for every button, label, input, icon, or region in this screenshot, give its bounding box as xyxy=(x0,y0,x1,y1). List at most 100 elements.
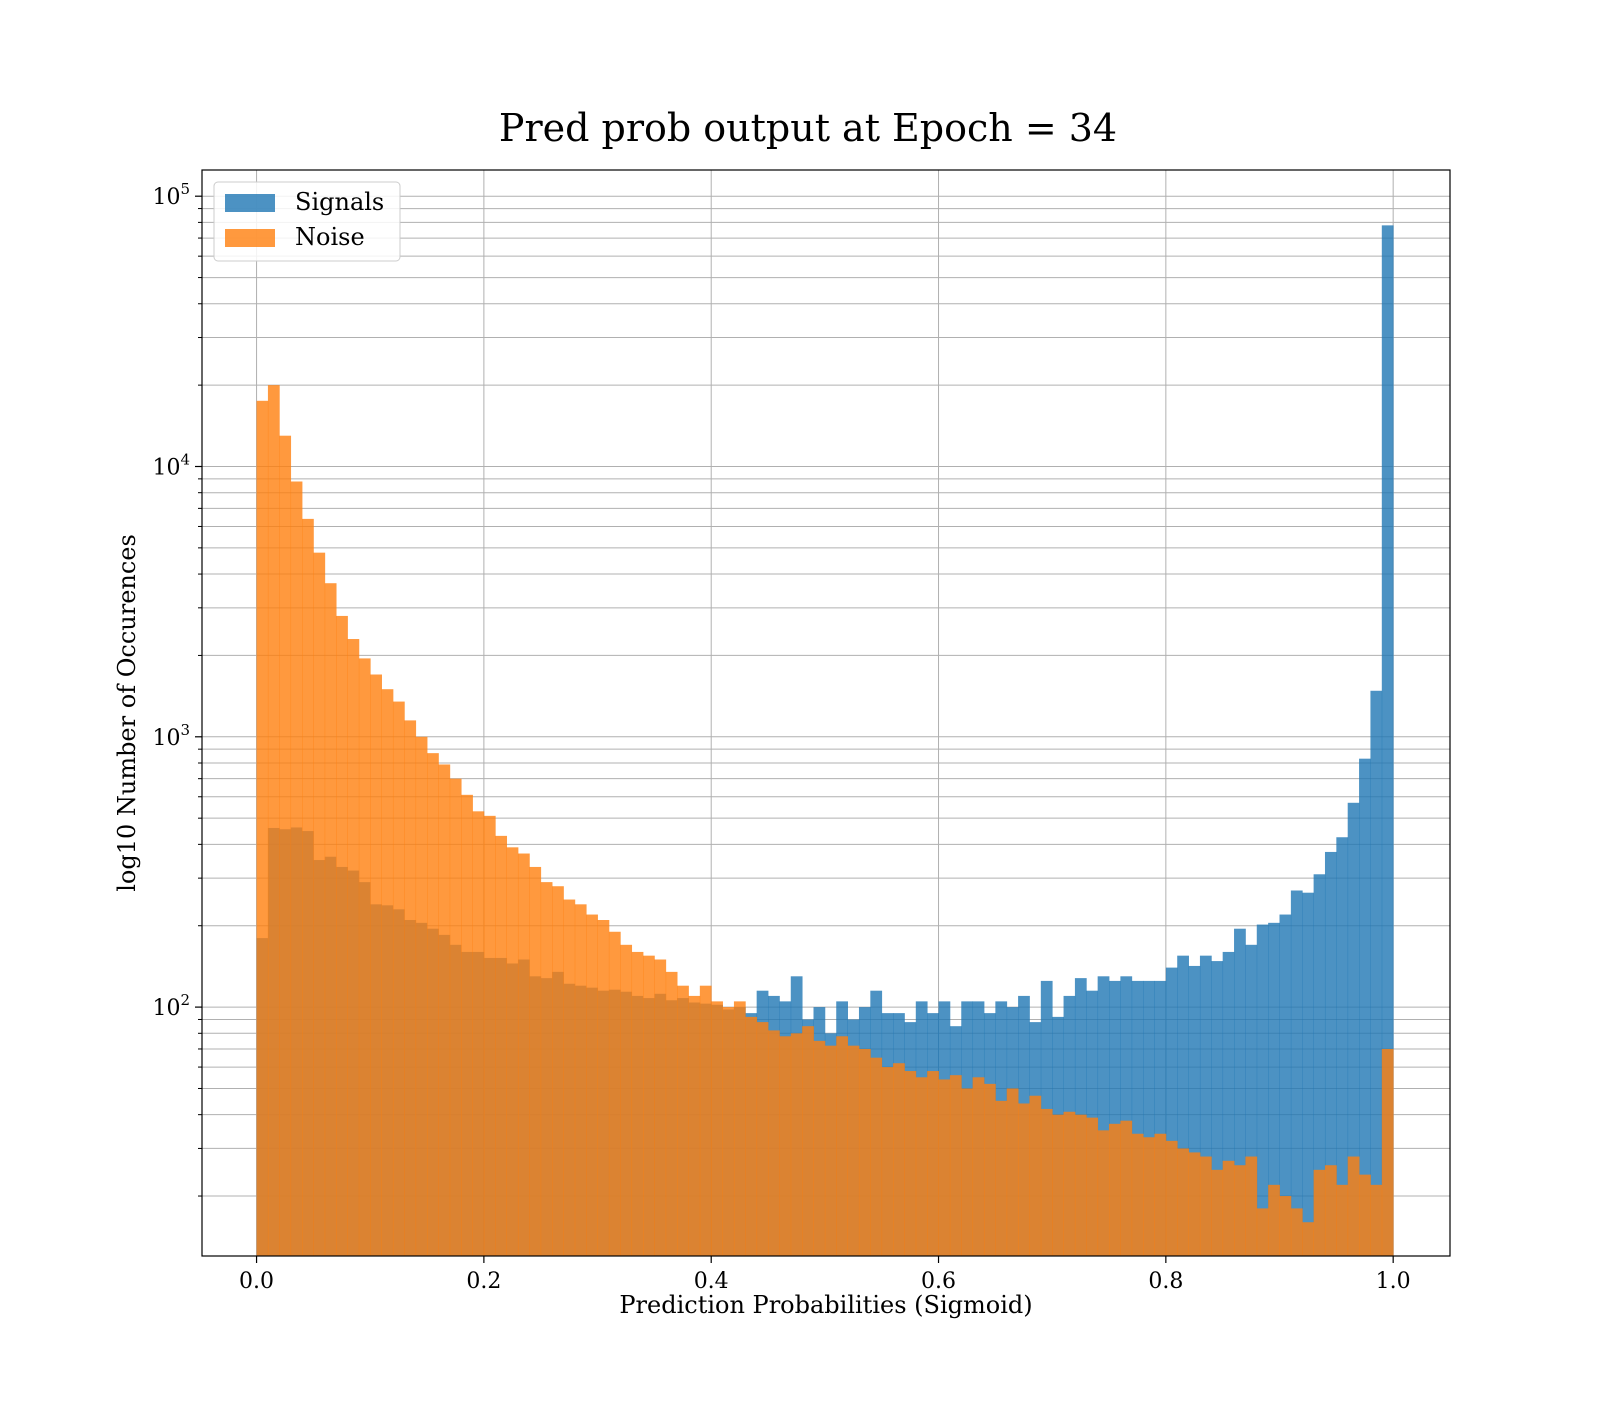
x-tick-label: 0.0 xyxy=(239,1269,274,1294)
noise-bar xyxy=(358,658,371,1256)
signals-bar xyxy=(1143,980,1155,1256)
signals-bar xyxy=(1324,851,1337,1256)
signals-bar xyxy=(1313,874,1326,1256)
y-axis-label: log10 Number of Occurences xyxy=(113,534,141,892)
noise-bar xyxy=(1370,1184,1383,1256)
signals-bar xyxy=(1370,690,1383,1256)
signals-bar xyxy=(1211,961,1224,1256)
noise-bar xyxy=(381,689,394,1256)
legend-swatch-noise xyxy=(225,229,275,247)
signals-bar xyxy=(1097,976,1110,1256)
legend-swatch-signals xyxy=(225,194,275,212)
noise-bar xyxy=(302,518,314,1256)
noise-bar xyxy=(858,1048,871,1256)
x-tick-label: 0.6 xyxy=(921,1269,956,1294)
noise-bar xyxy=(1165,1140,1178,1256)
noise-bar xyxy=(1359,1174,1371,1256)
noise-bar xyxy=(620,944,633,1256)
noise-bar xyxy=(711,1001,723,1256)
signals-bar xyxy=(1347,802,1360,1256)
noise-bar xyxy=(927,1071,939,1256)
noise-bar xyxy=(449,778,462,1256)
noise-bar xyxy=(938,1079,951,1256)
noise-bar xyxy=(415,736,428,1256)
legend: Signals Noise xyxy=(213,181,401,262)
noise-bar xyxy=(915,1077,928,1256)
noise-bar xyxy=(552,886,564,1256)
chart-title: Pred prob output at Epoch = 34 xyxy=(499,106,1117,150)
noise-bar xyxy=(392,701,405,1256)
noise-bar xyxy=(517,853,530,1256)
signals-bar xyxy=(1245,944,1258,1256)
noise-bar xyxy=(563,899,576,1256)
noise-bar xyxy=(1040,1108,1053,1256)
noise-bar xyxy=(779,1036,792,1256)
y-tick-label: 102 xyxy=(152,991,190,1021)
noise-bar xyxy=(1131,1133,1144,1256)
noise-bar xyxy=(1245,1156,1258,1256)
x-tick-label: 0.8 xyxy=(1148,1269,1183,1294)
noise-bar xyxy=(472,811,485,1256)
noise-bar xyxy=(677,985,689,1256)
noise-bar xyxy=(1177,1148,1189,1256)
noise-bar xyxy=(983,1083,996,1256)
noise-bar xyxy=(1211,1169,1224,1256)
noise-bar xyxy=(847,1045,860,1256)
noise-bar xyxy=(540,882,553,1256)
noise-bar xyxy=(404,720,417,1256)
noise-bar xyxy=(586,914,598,1256)
noise-bar xyxy=(1199,1156,1212,1256)
noise-bar xyxy=(1256,1208,1269,1256)
noise-bar xyxy=(1381,1048,1394,1256)
y-tick-label: 103 xyxy=(152,721,190,751)
noise-bar xyxy=(972,1077,985,1256)
signals-bar xyxy=(1131,980,1144,1256)
noise-bar xyxy=(768,1030,780,1256)
series-noise xyxy=(256,385,1394,1256)
legend-label-noise: Noise xyxy=(295,223,365,251)
noise-bar xyxy=(1143,1137,1155,1256)
noise-bar xyxy=(495,835,508,1256)
signals-bar xyxy=(1381,225,1394,1256)
noise-bar xyxy=(267,385,280,1256)
noise-bar xyxy=(336,615,348,1256)
noise-bar xyxy=(1302,1222,1315,1256)
noise-bar xyxy=(597,920,610,1256)
histogram-bars xyxy=(256,225,1394,1256)
signals-bar xyxy=(1234,928,1246,1256)
noise-bar xyxy=(1074,1114,1087,1256)
noise-bar xyxy=(824,1045,837,1256)
noise-bar xyxy=(256,400,269,1256)
noise-bar xyxy=(1222,1160,1235,1256)
noise-bar xyxy=(733,1001,746,1256)
signals-bar xyxy=(1177,955,1189,1256)
noise-bar xyxy=(1018,1103,1030,1256)
noise-bar xyxy=(688,995,701,1256)
noise-bar xyxy=(290,481,303,1256)
x-axis-ticks: 0.0 0.2 0.4 0.6 0.8 1.0 xyxy=(239,1256,1411,1294)
x-tick-label: 0.4 xyxy=(694,1269,729,1294)
noise-bar xyxy=(949,1075,962,1256)
noise-bar xyxy=(279,435,292,1256)
signals-bar xyxy=(1268,922,1280,1256)
noise-bar xyxy=(722,1007,735,1256)
noise-bar xyxy=(654,959,667,1256)
signals-bar xyxy=(1359,758,1371,1256)
noise-bar xyxy=(790,1033,803,1256)
noise-bar xyxy=(1006,1088,1019,1256)
signals-bar xyxy=(1336,837,1349,1256)
x-tick-label: 0.2 xyxy=(466,1269,501,1294)
noise-bar xyxy=(347,639,360,1256)
noise-bar xyxy=(802,1026,814,1256)
noise-bar xyxy=(995,1100,1008,1256)
noise-bar xyxy=(1234,1165,1246,1256)
noise-bar xyxy=(961,1088,974,1256)
plot-area-frame xyxy=(201,169,1451,1257)
noise-bar xyxy=(608,931,621,1256)
noise-bar xyxy=(836,1036,848,1256)
noise-bar xyxy=(1086,1117,1099,1256)
noise-bar xyxy=(461,794,473,1256)
noise-bar xyxy=(1290,1208,1303,1256)
